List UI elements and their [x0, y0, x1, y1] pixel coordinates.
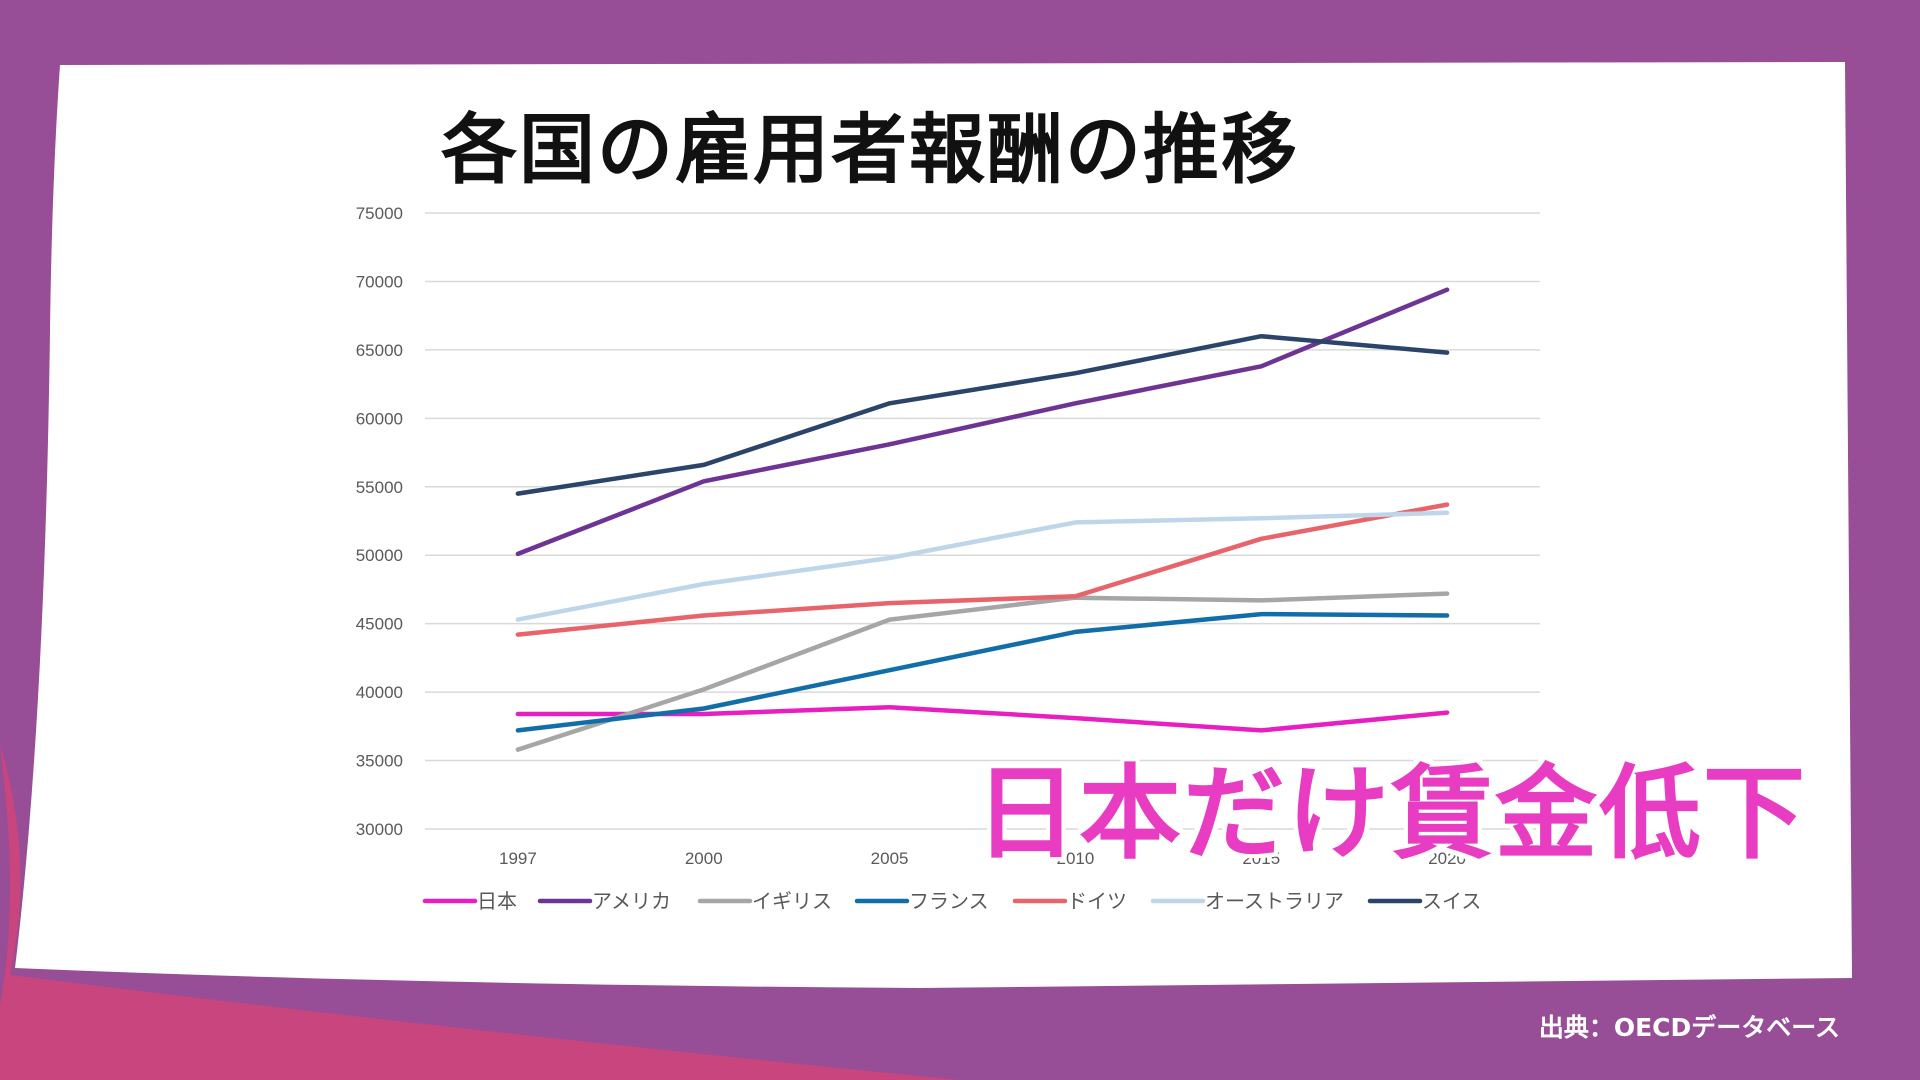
series-line-6 — [515, 333, 1450, 496]
y-tick-label: 35000 — [356, 752, 403, 771]
y-tick-label: 30000 — [356, 820, 403, 839]
source-note: 出典：OECDデータベース — [1538, 1013, 1840, 1042]
series-line-1 — [515, 287, 1450, 557]
x-tick-label: 2010 — [1057, 849, 1095, 868]
legend-label: スイス — [1422, 891, 1481, 913]
y-tick-label: 55000 — [356, 478, 403, 497]
legend-label: フランス — [909, 891, 989, 913]
x-tick-label: 2005 — [871, 849, 909, 868]
y-axis-ticks: 30000 35000 40000 45000 50000 55000 60000 65000… — [356, 204, 403, 839]
y-tick-label: 65000 — [356, 341, 403, 360]
white-card — [15, 62, 1852, 988]
x-tick-label: 2020 — [1428, 849, 1466, 868]
y-tick-label: 50000 — [356, 546, 403, 565]
y-tick-label: 45000 — [356, 615, 403, 634]
y-tick-label: 40000 — [356, 683, 403, 702]
legend-label: 日本 — [477, 890, 517, 913]
y-tick-label: 70000 — [356, 272, 403, 291]
chart-legend: 日本 アメリカ イギリス フランス ドイツ オーストラリア スイス — [422, 890, 1481, 913]
legend-label: アメリカ — [592, 891, 671, 913]
slide-title: 各国の雇用者報酬の推移 — [441, 105, 1299, 194]
pink-accent-shape — [0, 745, 960, 1080]
series-line-2 — [515, 591, 1450, 752]
series-line-0 — [515, 704, 1450, 733]
legend-label: イギリス — [752, 890, 832, 913]
x-tick-label: 1997 — [499, 849, 537, 868]
y-tick-label: 60000 — [356, 409, 403, 428]
x-axis-ticks: 1997 2000 2005 2010 2015 2020 — [499, 849, 1466, 868]
legend-label: オーストラリア — [1205, 891, 1344, 913]
series-line-5 — [515, 510, 1450, 622]
chart-series — [515, 287, 1450, 752]
callout-text: 日本だけ賃金低下 — [975, 755, 1807, 874]
y-tick-label: 75000 — [356, 204, 403, 223]
x-tick-label: 2000 — [685, 849, 723, 868]
x-tick-label: 2015 — [1242, 849, 1280, 868]
legend-label: ドイツ — [1067, 891, 1127, 913]
series-line-3 — [515, 611, 1450, 733]
series-line-4 — [515, 502, 1450, 637]
